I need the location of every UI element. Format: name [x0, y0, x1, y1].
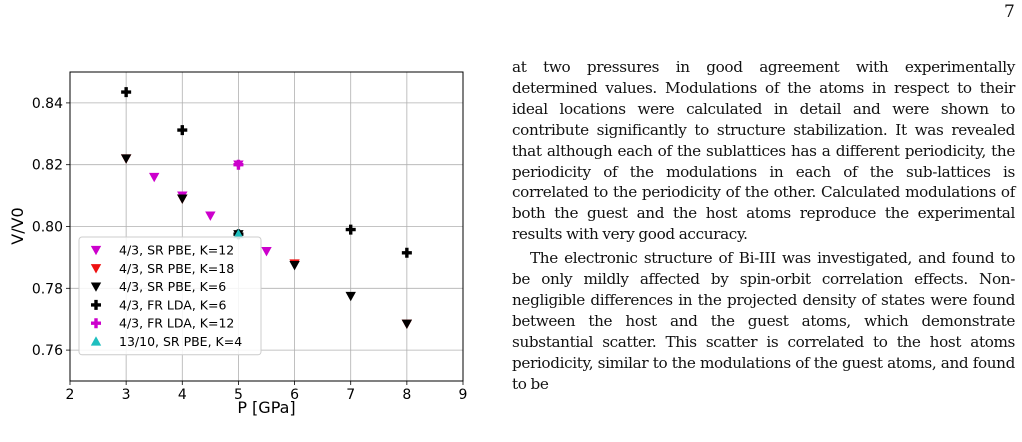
data-point-series-6 — [233, 229, 244, 239]
legend-entry: 4/3, FR LDA, K=6 — [119, 297, 226, 312]
data-point-series-3 — [177, 194, 188, 204]
data-point-series-4 — [177, 125, 188, 136]
y-tick-label: 0.78 — [32, 281, 63, 297]
data-point-series-3 — [120, 154, 132, 164]
page-number: 7 — [1004, 2, 1015, 22]
data-point-series-1 — [205, 211, 216, 221]
legend-entry: 4/3, SR PBE, K=6 — [119, 279, 226, 294]
legend-marker — [90, 245, 102, 256]
body-paragraph: at two pressures in good agreement with … — [512, 58, 1015, 244]
x-tick-label: 5 — [234, 387, 243, 403]
y-tick-label: 0.84 — [32, 96, 63, 112]
x-tick-label: 3 — [122, 387, 131, 403]
y-tick-label: 0.76 — [32, 343, 63, 359]
x-tick-label: 8 — [402, 387, 411, 403]
data-point-series-4 — [401, 247, 412, 258]
x-tick-label: 7 — [346, 387, 355, 403]
data-point-series-5 — [233, 159, 244, 170]
x-axis-label: P [GPa] — [237, 398, 295, 417]
x-tick-label: 6 — [290, 387, 299, 403]
legend-box — [78, 236, 262, 356]
y-tick-label: 0.82 — [32, 158, 63, 174]
legend-marker — [91, 299, 101, 310]
marker-layer — [120, 87, 413, 330]
x-tick-label: 4 — [178, 387, 187, 403]
data-point-series-4 — [121, 87, 132, 98]
data-point-series-3 — [401, 319, 413, 330]
plot-frame — [69, 71, 464, 382]
legend-entry: 4/3, SR PBE, K=18 — [119, 261, 234, 276]
x-tick-label: 9 — [459, 387, 468, 403]
legend-marker — [90, 264, 102, 274]
y-axis-label: V/V0 — [8, 207, 27, 244]
body-paragraph: The electronic structure of Bi-III was i… — [512, 249, 1015, 393]
legend-marker — [90, 282, 102, 292]
body-text: at two pressures in good agreement with … — [512, 57, 1015, 395]
scatter-chart: 2 3 4 5 6 7 8 9 0.76 0.78 0.80 0.82 0.84 4/3, SR PBE… — [8, 71, 468, 417]
data-point-series-1 — [149, 172, 160, 183]
y-tick-label: 0.80 — [32, 220, 63, 236]
data-point-series-4 — [345, 224, 356, 235]
tick-layer: 2 3 4 5 6 7 8 9 0.76 0.78 0.80 0.82 0.84 — [32, 96, 468, 403]
data-point-series-3 — [345, 291, 356, 302]
legend-marker — [90, 336, 102, 346]
legend-entry: 4/3, FR LDA, K=12 — [119, 316, 234, 331]
legend-marker — [91, 318, 101, 329]
legend: 4/3, SR PBE, K=12 4/3, SR PBE, K=18 4/3, S… — [78, 236, 262, 356]
legend-entry: 4/3, SR PBE, K=12 — [119, 243, 234, 258]
x-tick-label: 2 — [66, 387, 75, 403]
data-point-series-3 — [289, 260, 300, 271]
data-point-series-1 — [261, 247, 272, 257]
legend-entry: 13/10, SR PBE, K=4 — [119, 334, 242, 349]
